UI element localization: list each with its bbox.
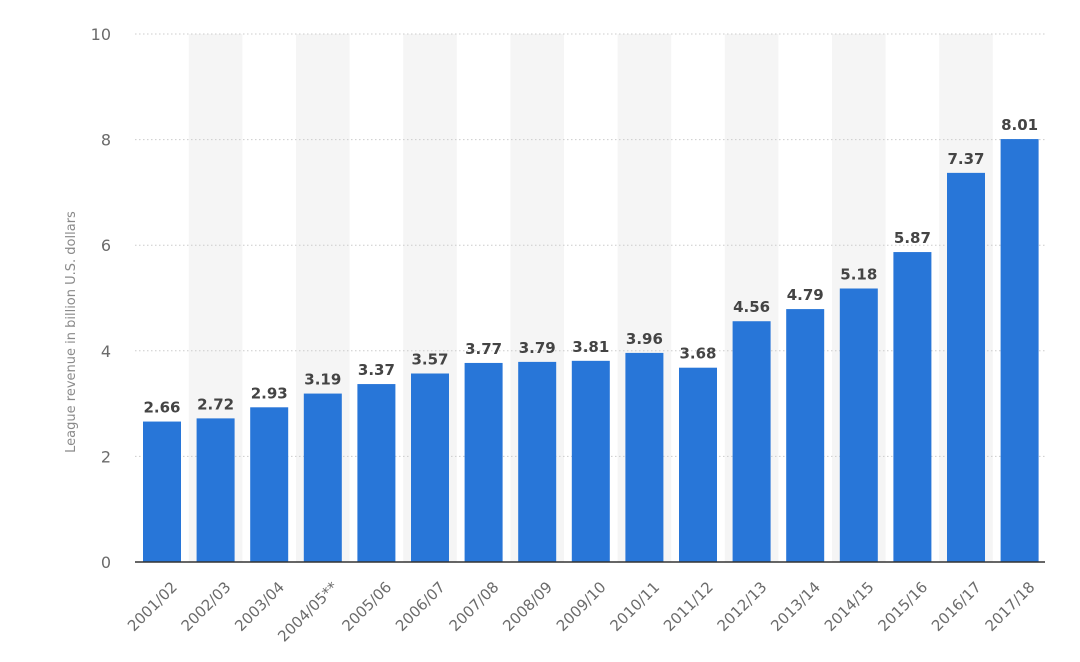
bar bbox=[518, 361, 557, 562]
bar bbox=[893, 252, 932, 562]
x-tick-label: 2014/15 bbox=[821, 578, 878, 635]
x-tick-label: 2006/07 bbox=[392, 578, 449, 635]
x-tick-label: 2005/06 bbox=[338, 578, 395, 635]
bar bbox=[679, 367, 717, 562]
y-tick-label: 10 bbox=[91, 25, 111, 44]
y-tick-label: 4 bbox=[101, 342, 111, 361]
data-label: 2.66 bbox=[143, 399, 180, 417]
x-tick-label: 2001/02 bbox=[124, 578, 181, 635]
bar bbox=[786, 309, 825, 562]
data-label: 2.93 bbox=[251, 384, 288, 402]
data-label: 3.57 bbox=[411, 351, 448, 369]
data-label: 3.96 bbox=[626, 330, 663, 348]
data-label: 7.37 bbox=[947, 150, 984, 168]
bars bbox=[143, 139, 1039, 562]
data-label: 5.18 bbox=[840, 265, 877, 283]
y-tick-label: 0 bbox=[101, 553, 111, 572]
data-label: 8.01 bbox=[1001, 116, 1038, 134]
data-label: 4.56 bbox=[733, 298, 770, 316]
data-label: 5.87 bbox=[894, 229, 931, 247]
y-tick-label: 2 bbox=[101, 447, 111, 466]
bar bbox=[143, 421, 181, 562]
x-tick-label: 2011/12 bbox=[660, 578, 717, 635]
y-tick-label: 6 bbox=[101, 236, 111, 255]
data-label: 3.77 bbox=[465, 340, 502, 358]
bar bbox=[464, 362, 503, 562]
x-tick-label: 2007/08 bbox=[446, 578, 503, 635]
data-label: 2.72 bbox=[197, 395, 234, 413]
bar bbox=[625, 352, 664, 562]
data-label: 3.79 bbox=[519, 339, 556, 357]
bar bbox=[571, 360, 610, 562]
x-tick-label: 2013/14 bbox=[767, 578, 824, 635]
x-tick-label: 2015/16 bbox=[874, 578, 931, 635]
y-axis-title: League revenue in billion U.S. dollars bbox=[64, 211, 79, 453]
x-tick-label: 2016/17 bbox=[928, 578, 985, 635]
x-tick-label: 2002/03 bbox=[178, 578, 235, 635]
x-tick-label: 2009/10 bbox=[553, 578, 610, 635]
bar bbox=[732, 321, 771, 562]
bar bbox=[303, 393, 342, 562]
bar bbox=[839, 288, 878, 562]
bar bbox=[947, 172, 985, 562]
data-label: 3.19 bbox=[304, 371, 341, 389]
bar bbox=[357, 384, 396, 562]
data-label: 3.68 bbox=[679, 345, 716, 363]
x-tick-label: 2017/18 bbox=[982, 578, 1039, 635]
x-tick-label: 2008/09 bbox=[499, 578, 556, 635]
bar bbox=[250, 407, 289, 562]
bar bbox=[411, 373, 449, 562]
bar bbox=[1000, 139, 1039, 562]
y-axis-ticks: 0 2 4 6 8 10 bbox=[91, 25, 111, 572]
x-tick-label: 2012/13 bbox=[714, 578, 771, 635]
x-axis-ticks: 2001/022002/032003/042004/05**2005/06200… bbox=[124, 578, 1038, 646]
data-label: 3.81 bbox=[572, 338, 609, 356]
data-label: 4.79 bbox=[787, 286, 824, 304]
data-labels: 2.66 2.72 2.93 3.19 3.37 3.57 3.77 3.79 3.81 3.96… bbox=[143, 116, 1038, 416]
x-tick-label: 2010/11 bbox=[606, 578, 663, 635]
data-label: 3.37 bbox=[358, 361, 395, 379]
y-tick-label: 8 bbox=[101, 131, 111, 150]
bar bbox=[196, 418, 235, 562]
